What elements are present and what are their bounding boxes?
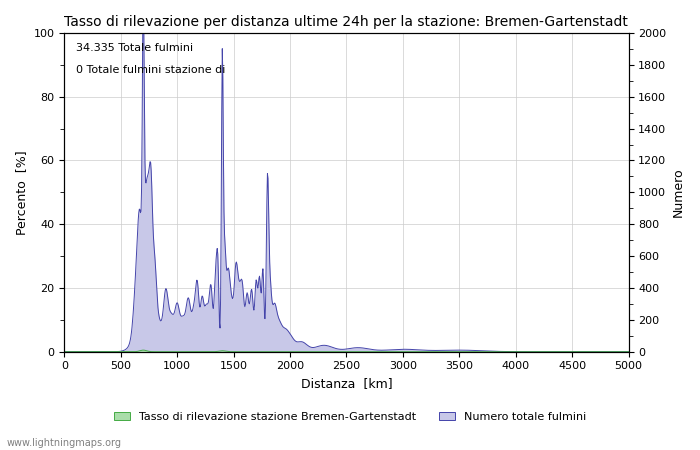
Text: 0 Totale fulmini stazione di: 0 Totale fulmini stazione di xyxy=(76,65,225,75)
Text: 34.335 Totale fulmini: 34.335 Totale fulmini xyxy=(76,42,192,53)
Y-axis label: Percento  [%]: Percento [%] xyxy=(15,150,28,234)
Legend: Tasso di rilevazione stazione Bremen-Gartenstadt, Numero totale fulmini: Tasso di rilevazione stazione Bremen-Gar… xyxy=(109,407,591,427)
X-axis label: Distanza  [km]: Distanza [km] xyxy=(300,377,392,390)
Y-axis label: Numero: Numero xyxy=(672,167,685,217)
Title: Tasso di rilevazione per distanza ultime 24h per la stazione: Bremen-Gartenstadt: Tasso di rilevazione per distanza ultime… xyxy=(64,15,629,29)
Text: www.lightningmaps.org: www.lightningmaps.org xyxy=(7,438,122,448)
